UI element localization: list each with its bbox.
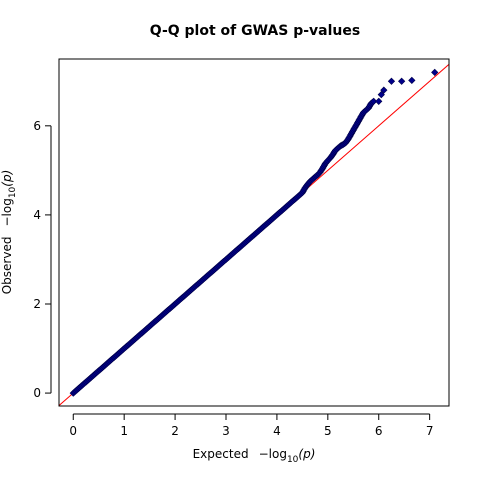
x-tick-label: 4 <box>273 424 281 438</box>
x-axis-label-math-arg: (p) <box>298 447 315 461</box>
data-point <box>431 68 439 76</box>
y-tick-label: 4 <box>33 208 41 222</box>
y-tick-label: 6 <box>33 119 41 133</box>
data-point <box>375 97 383 105</box>
data-point <box>380 86 388 94</box>
y-axis-label-math-prefix: −log <box>0 198 14 226</box>
x-tick-label: 2 <box>171 424 179 438</box>
x-tick-label: 5 <box>324 424 332 438</box>
y-axis-label-text: Observed <box>0 237 14 295</box>
data-point <box>370 97 378 105</box>
x-tick-label: 1 <box>120 424 128 438</box>
plot-area <box>58 58 450 407</box>
data-points <box>69 68 439 397</box>
data-point <box>398 77 406 85</box>
y-tick-label: 0 <box>33 386 41 400</box>
chart-title: Q-Q plot of GWAS p-values <box>150 23 360 39</box>
plot-frame <box>58 58 450 407</box>
x-axis-label-text: Expected <box>193 447 249 461</box>
x-axis: 0 1 2 3 4 5 6 7 <box>69 413 434 438</box>
x-tick-label: 6 <box>375 424 383 438</box>
y-axis-label: Observed −log10(p) <box>0 170 18 295</box>
x-tick-label: 3 <box>222 424 230 438</box>
y-axis: 0 2 4 6 <box>33 119 52 400</box>
y-axis-label-math-sub: 10 <box>8 186 18 198</box>
x-tick-label: 7 <box>426 424 434 438</box>
data-point <box>377 91 385 99</box>
x-axis-label-math-prefix: −log <box>259 447 287 461</box>
data-point <box>408 76 416 85</box>
y-tick-label: 2 <box>33 297 41 311</box>
x-axis-label-math-sub: 10 <box>287 455 299 465</box>
x-axis-label: Expected −log10(p) <box>193 447 316 465</box>
data-point <box>387 77 396 85</box>
x-tick-label: 0 <box>69 424 77 438</box>
y-axis-label-math-arg: (p) <box>0 170 14 187</box>
